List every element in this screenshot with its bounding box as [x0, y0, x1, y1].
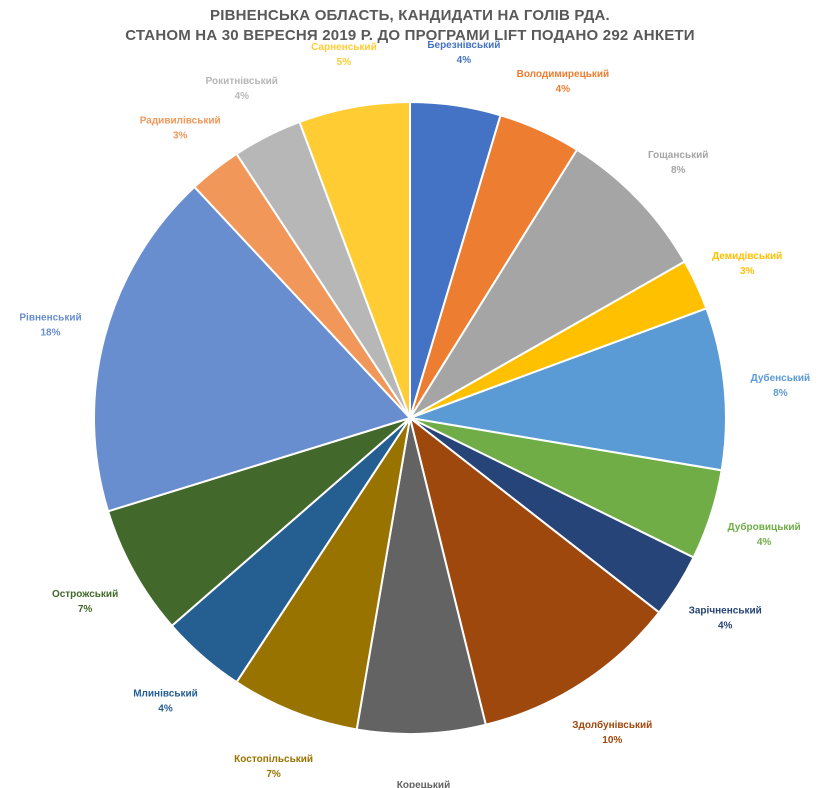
slice-label-percent: 3%: [740, 266, 755, 277]
slice-label-percent: 4%: [457, 55, 472, 66]
slice-label-name: Дубенський: [751, 372, 811, 384]
slice-label-11: Млинівський 4%: [133, 688, 198, 714]
chart-title-line-1: РІВНЕНСЬКА ОБЛАСТЬ, КАНДИДАТИ НА ГОЛІВ Р…: [210, 7, 610, 24]
slice-label-percent: 4%: [158, 703, 173, 714]
slice-label-13: Рівненський 18%: [19, 312, 81, 338]
pie-slice-3: [409, 148, 686, 419]
slice-label-name: Гощанський: [648, 150, 708, 161]
slice-label-2: Володимирецький 4%: [517, 69, 610, 95]
slice-label-percent: 7%: [266, 769, 281, 780]
slice-label-10: Костопільський 7%: [234, 754, 313, 780]
chart-title-line-2: СТАНОМ НА 30 ВЕРЕСНЯ 2019 Р. ДО ПРОГРАМИ…: [125, 27, 695, 44]
pie-slice-9: [355, 417, 487, 735]
slice-label-percent: 10%: [602, 735, 622, 746]
slice-label-14: Радивилівський 3%: [140, 116, 221, 142]
pie-slice-8: [408, 415, 661, 726]
slice-label-percent: 8%: [671, 165, 686, 176]
slice-label-3: Гощанський 8%: [648, 150, 708, 176]
slice-label-name: Млинівський: [133, 688, 198, 699]
slice-label-name: Володимирецький: [517, 69, 610, 80]
slice-label-name: Рівненський: [19, 312, 81, 323]
slice-label-12: Острожський 7%: [52, 589, 118, 615]
slice-label-percent: 3%: [173, 131, 188, 142]
slice-label-percent: 4%: [556, 84, 571, 95]
slice-label-name: Корецький: [397, 780, 450, 788]
slice-label-16: Сарненський 5%: [311, 42, 377, 68]
slice-label-name: Зарічненський: [689, 606, 762, 617]
slice-label-name: Сарненський: [311, 42, 377, 53]
slice-label-1: Березнівський 4%: [427, 40, 500, 66]
slice-label-9: Корецький7%: [397, 780, 450, 788]
slice-label-percent: 4%: [718, 621, 733, 632]
slice-label-percent: 4%: [757, 537, 772, 548]
slice-label-percent: 4%: [235, 91, 250, 102]
slice-label-name: Здолбунівський: [572, 719, 652, 731]
pie-slice-12: [106, 417, 411, 628]
slice-label-name: Костопільський: [234, 754, 313, 765]
pie-slice-5: [406, 307, 727, 472]
slice-label-5: Дубенський 8%: [751, 372, 811, 399]
slice-label-name: Рокитнівський: [206, 76, 278, 87]
slice-label-percent: 7%: [78, 604, 93, 615]
slice-label-15: Рокитнівський 4%: [206, 76, 278, 102]
pie-slice-10: [235, 417, 411, 731]
pie-slice-13: [93, 185, 412, 513]
slice-label-percent: 18%: [40, 327, 60, 338]
slice-label-percent: 8%: [773, 388, 788, 399]
slice-label-4: Демидівський 3%: [712, 251, 782, 277]
slice-label-name: Дубровицький: [728, 521, 801, 533]
slice-label-8: Здолбунівський 10%: [572, 719, 652, 746]
pie-slice-16: [298, 100, 411, 419]
slice-label-7: Зарічненський 4%: [689, 606, 762, 632]
slice-label-name: Острожський: [52, 589, 118, 600]
slice-label-name: Березнівський: [427, 40, 500, 51]
slice-label-name: Демидівський: [712, 251, 782, 262]
slice-label-name: Радивилівський: [140, 116, 221, 127]
slice-label-percent: 5%: [337, 57, 352, 68]
slice-label-6: Дубровицький 4%: [728, 521, 801, 548]
